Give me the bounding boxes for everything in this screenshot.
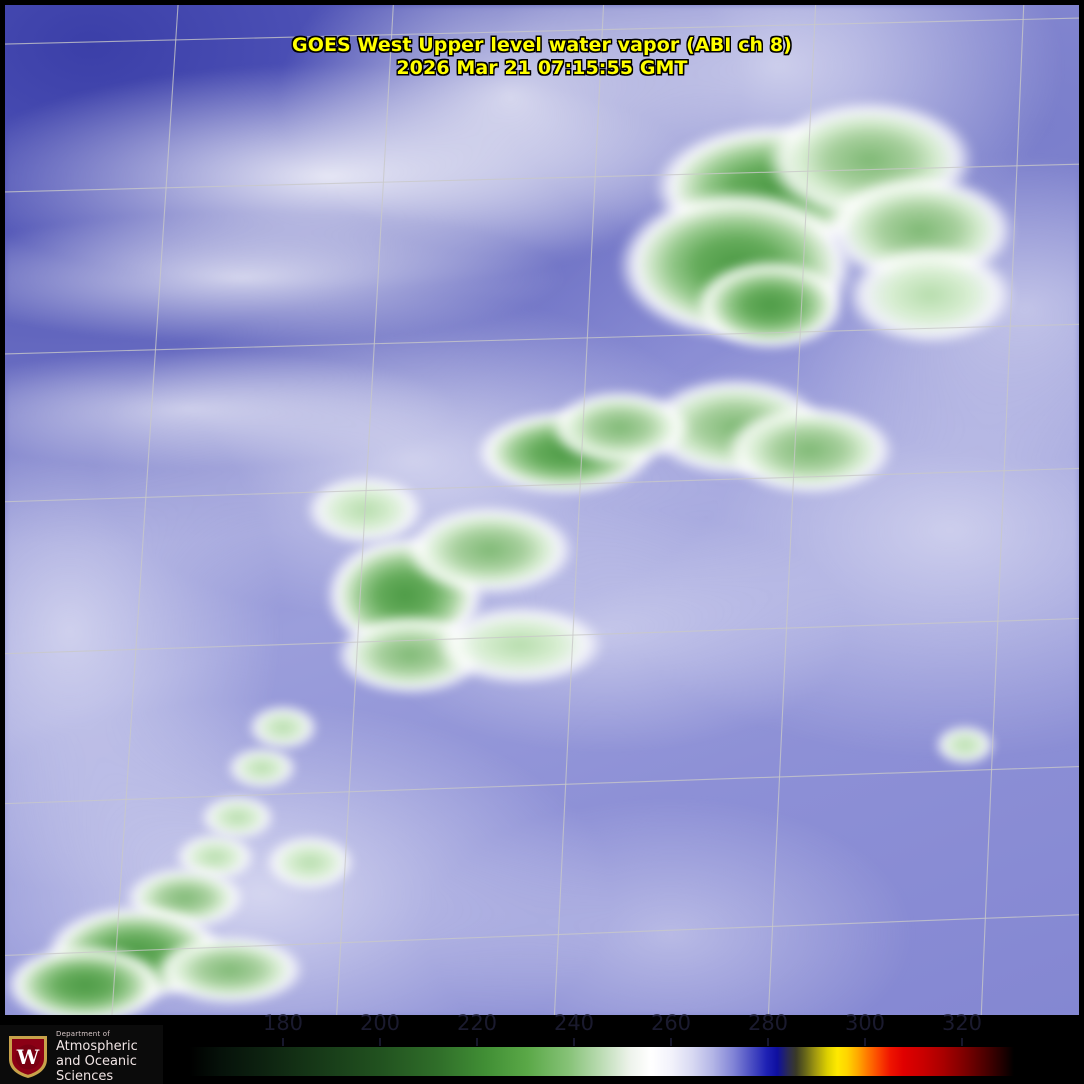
- grid-line-lon: [980, 5, 1025, 1015]
- colorbar-tick-label: 200: [359, 1011, 401, 1035]
- colorbar-tick-label: 240: [553, 1011, 595, 1035]
- grid-line-lat: [5, 914, 1079, 957]
- uw-aos-logo: W Department of Atmospheric and Oceanic …: [0, 1025, 163, 1084]
- satellite-imagery-panel: [5, 5, 1079, 1015]
- colorbar-tick-label: 220: [456, 1011, 498, 1035]
- colorbar-gradient: [188, 1046, 1015, 1077]
- lat-lon-graticule: [5, 5, 1079, 1015]
- colorbar-tick-labels: 180 200 220 240 260 280 300 320: [0, 1010, 1084, 1038]
- grid-line-lon: [767, 5, 817, 1015]
- logo-name-line-1: Atmospheric: [56, 1039, 138, 1054]
- grid-line-lat: [5, 17, 1079, 45]
- grid-line-lon: [553, 5, 605, 1015]
- logo-name-line-2: and Oceanic Sciences: [56, 1054, 137, 1084]
- logo-text: Department of Atmospheric and Oceanic Sc…: [56, 1030, 161, 1084]
- colorbar: 180 200 220 240 260 280 300 320: [0, 1011, 1084, 1084]
- grid-line-lat: [5, 766, 1079, 805]
- colorbar-tick-marks: [0, 1038, 1084, 1048]
- svg-text:W: W: [16, 1045, 40, 1069]
- grid-line-lat: [5, 163, 1079, 193]
- grid-line-lat: [5, 467, 1079, 503]
- grid-line-lat: [5, 323, 1079, 355]
- grid-line-lon: [111, 5, 179, 1015]
- grid-line-lon: [336, 5, 394, 1015]
- colorbar-tick-label: 260: [650, 1011, 692, 1035]
- grid-line-lat: [5, 617, 1079, 655]
- uw-crest-icon: W: [9, 1036, 47, 1078]
- colorbar-tick-label: 300: [844, 1011, 886, 1035]
- colorbar-tick-label: 320: [941, 1011, 983, 1035]
- logo-dept-line: Department of: [56, 1030, 110, 1038]
- colorbar-tick-label: 280: [747, 1011, 789, 1035]
- colorbar-tick-label: 180: [262, 1011, 304, 1035]
